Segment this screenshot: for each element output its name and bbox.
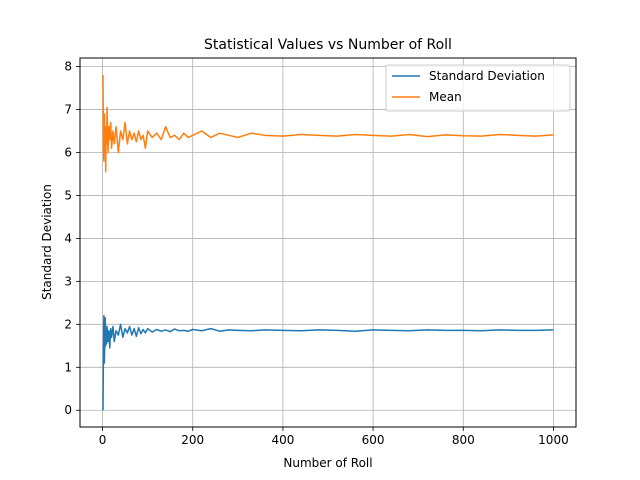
x-axis-label: Number of Roll: [283, 456, 372, 470]
y-tick-label: 4: [64, 231, 72, 245]
x-tick-label: 200: [181, 433, 204, 447]
x-tick-label: 1000: [538, 433, 569, 447]
x-tick-label: 0: [99, 433, 107, 447]
y-tick-label: 6: [64, 146, 72, 160]
x-tick-label: 800: [452, 433, 475, 447]
axis-ticks: 0 200 400 600 800 1000 0 1 2 3 4 5 6 7 8: [64, 60, 568, 447]
y-tick-label: 0: [64, 403, 72, 417]
x-tick-label: 400: [271, 433, 294, 447]
y-tick-label: 3: [64, 274, 72, 288]
chart-title: Statistical Values vs Number of Roll: [204, 37, 452, 53]
y-tick-label: 5: [64, 188, 72, 202]
y-tick-label: 1: [64, 360, 72, 374]
series-layer: [102, 75, 554, 411]
plot-frame: [79, 57, 577, 428]
y-axis-label: Standard Deviation: [40, 184, 54, 300]
legend: Standard Deviation Mean: [385, 64, 571, 112]
grid: [80, 58, 576, 427]
legend-box: [385, 64, 571, 112]
legend-label-mean: Mean: [429, 90, 462, 104]
series-line-mean: [102, 75, 554, 173]
y-tick-label: 2: [64, 317, 72, 331]
series-line-standard-deviation: [102, 314, 554, 411]
legend-label-standard-deviation: Standard Deviation: [429, 69, 545, 83]
x-tick-label: 600: [362, 433, 385, 447]
y-tick-label: 7: [64, 103, 72, 117]
y-tick-label: 8: [64, 60, 72, 74]
